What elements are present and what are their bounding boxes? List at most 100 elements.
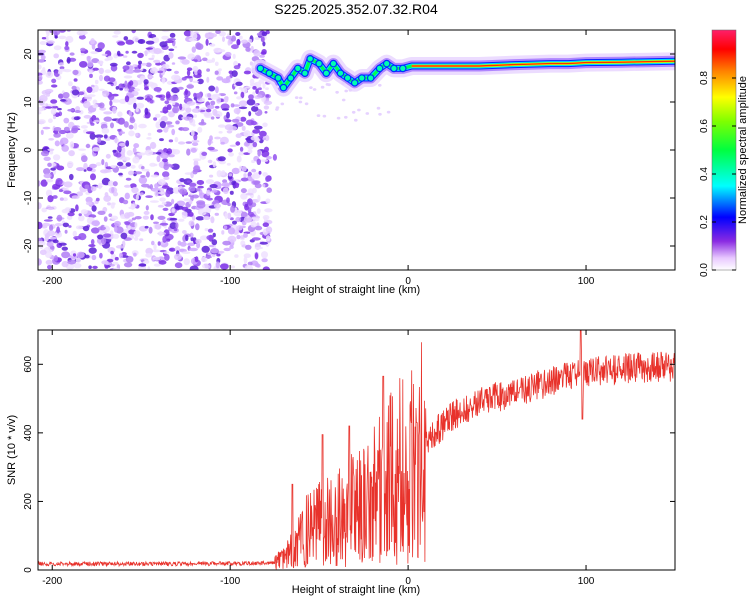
noise-speck	[133, 102, 137, 110]
noise-speck	[171, 198, 175, 205]
noise-speck	[258, 170, 262, 175]
noise-speck	[94, 134, 104, 138]
noise-speck	[83, 169, 87, 172]
noise-speck	[99, 252, 103, 259]
noise-speck	[131, 79, 139, 88]
noise-speck	[157, 204, 164, 208]
noise-speck	[168, 48, 175, 52]
noise-speck	[92, 147, 101, 152]
noise-speck	[243, 216, 252, 223]
noise-speck	[218, 160, 226, 165]
noise-speck	[89, 163, 97, 169]
noise-speck	[149, 184, 153, 190]
noise-speck	[169, 95, 179, 102]
noise-speck	[66, 215, 73, 220]
noise-speck	[78, 215, 85, 222]
noise-speck	[191, 32, 198, 40]
noise-speck	[98, 182, 102, 190]
noise-speck	[52, 115, 57, 120]
noise-speck	[205, 108, 212, 113]
noise-speck	[145, 171, 150, 178]
noise-speck	[117, 161, 124, 167]
noise-speck	[118, 172, 123, 176]
noise-speck	[230, 265, 236, 269]
noise-speck	[240, 177, 249, 182]
noise-speck	[144, 107, 149, 115]
noise-speck	[54, 223, 63, 227]
noise-speck	[250, 45, 254, 51]
noise-speck	[177, 240, 182, 246]
noise-speck	[235, 141, 241, 146]
noise-speck	[71, 89, 80, 96]
noise-speck	[47, 216, 53, 219]
faint-speck	[327, 83, 331, 87]
noise-speck	[178, 218, 185, 222]
noise-speck	[163, 126, 169, 133]
noise-speck	[192, 142, 199, 147]
ridge-blob	[350, 79, 359, 87]
noise-speck	[125, 39, 135, 45]
noise-speck	[224, 51, 232, 57]
faint-speck	[357, 108, 361, 112]
noise-speck	[207, 228, 214, 233]
y-tick-label: 10	[23, 96, 34, 108]
noise-speck	[256, 158, 261, 165]
noise-speck	[38, 202, 42, 210]
noise-speck	[88, 214, 97, 218]
noise-speck	[211, 189, 218, 193]
noise-speck	[228, 152, 235, 157]
noise-speck	[205, 179, 215, 185]
noise-speck	[262, 122, 268, 128]
noise-speck	[152, 256, 161, 261]
noise-speck	[188, 186, 196, 192]
noise-speck	[40, 54, 46, 60]
noise-speck	[238, 35, 243, 40]
noise-speck	[227, 39, 231, 46]
noise-speck	[124, 184, 131, 188]
noise-speck	[115, 86, 120, 90]
noise-speck	[38, 240, 46, 246]
noise-speck	[261, 258, 268, 263]
noise-speck	[183, 116, 192, 121]
noise-speck	[176, 200, 186, 207]
noise-speck	[39, 94, 48, 102]
noise-speck	[52, 183, 61, 190]
noise-speck	[149, 67, 159, 74]
noise-speck	[222, 187, 229, 195]
noise-speck	[190, 147, 197, 153]
noise-speck	[238, 106, 248, 110]
noise-speck	[155, 121, 161, 129]
noise-speck	[132, 147, 137, 154]
noise-speck	[162, 235, 167, 243]
noise-speck	[47, 162, 52, 167]
noise-speck	[191, 140, 200, 143]
noise-speck	[43, 219, 53, 222]
noise-speck	[111, 99, 121, 103]
noise-speck	[144, 149, 154, 156]
noise-speck	[80, 125, 88, 129]
noise-speck	[142, 215, 149, 220]
noise-speck	[124, 88, 129, 92]
signal-ridge	[251, 49, 675, 122]
noise-speck	[62, 92, 70, 99]
noise-speck	[213, 203, 221, 209]
noise-speck	[171, 62, 176, 65]
noise-speck	[181, 206, 189, 211]
noise-speck	[141, 183, 150, 188]
noise-speck	[42, 222, 51, 227]
ridge-blob	[390, 64, 398, 73]
noise-speck	[118, 142, 127, 147]
snr-axes: -200 -100 0 100 0 200 400 600	[23, 330, 675, 587]
noise-speck	[198, 121, 207, 126]
noise-speck	[153, 263, 161, 267]
noise-speck	[125, 61, 131, 66]
faint-speck	[298, 100, 303, 104]
noise-speck	[54, 140, 60, 147]
noise-speck	[191, 129, 195, 137]
noise-speck	[177, 86, 184, 90]
noise-speck	[224, 212, 228, 220]
noise-speck	[148, 226, 153, 234]
faint-speck	[376, 106, 381, 110]
noise-speck	[61, 144, 69, 152]
